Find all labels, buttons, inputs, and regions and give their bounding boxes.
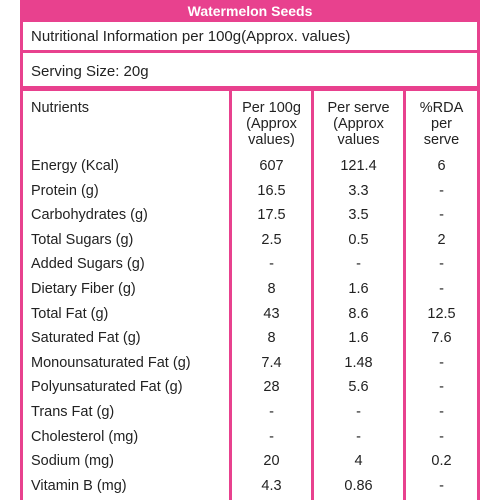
nutrient-name: Energy (Kcal): [31, 158, 119, 174]
header-nutrients: Nutrients: [31, 100, 90, 116]
value-per-serve: 3.3: [348, 182, 369, 199]
value-per-100g: 28: [263, 379, 280, 396]
value-rda: -: [439, 256, 444, 273]
nutrient-name: Trans Fat (g): [31, 404, 115, 420]
table-row: Monounsaturated Fat (g) 7.4 1.48 -: [23, 351, 477, 376]
value-per-100g: 43: [263, 305, 280, 322]
value-rda: -: [439, 182, 444, 199]
value-per-100g: 7.4: [261, 354, 282, 371]
value-per-serve: 0.86: [344, 477, 373, 494]
nutrient-name: Protein (g): [31, 182, 99, 199]
table-title: Watermelon Seeds: [20, 0, 480, 22]
nutrient-name: Cholesterol (mg): [31, 428, 139, 445]
value-rda: 12.5: [427, 305, 456, 322]
table-row: Vitamin B (mg) 4.3 0.86 -: [23, 474, 477, 499]
value-per-100g: 16.5: [257, 182, 286, 199]
nutrient-name: Carbohydrates (g): [31, 207, 148, 224]
value-rda: 2: [437, 231, 446, 248]
value-per-100g: -: [269, 428, 274, 445]
header-line: (Approx: [333, 116, 384, 132]
nutrient-name: Polyunsaturated Fat (g): [31, 379, 183, 396]
value-rda: -: [439, 379, 444, 396]
column-divider: [311, 88, 314, 500]
nutrient-name: Monounsaturated Fat (g): [31, 354, 191, 371]
value-per-serve: -: [356, 404, 361, 420]
value-per-serve: 121.4: [340, 158, 377, 174]
table-row: Added Sugars (g) - - -: [23, 252, 477, 277]
value-per-100g: 607: [259, 158, 284, 174]
value-per-100g: 8: [267, 330, 276, 347]
value-per-serve: 5.6: [348, 379, 369, 396]
value-per-100g: 8: [267, 281, 276, 297]
header-rda: %RDA per serve: [406, 100, 477, 148]
table-row: Saturated Fat (g) 8 1.6 7.6: [23, 326, 477, 351]
value-rda: -: [439, 477, 444, 494]
header-line: values): [248, 132, 295, 148]
nutrition-subtitle: Nutritional Information per 100g(Approx.…: [31, 28, 351, 45]
table-row: Dietary Fiber (g) 8 1.6 -: [23, 277, 477, 302]
table-row: Carbohydrates (g) 17.5 3.5 -: [23, 203, 477, 228]
value-per-100g: -: [269, 256, 274, 273]
table-frame: [20, 0, 480, 500]
value-per-serve: 8.6: [348, 305, 369, 322]
table-row: Sodium (mg) 20 4 0.2: [23, 449, 477, 474]
nutrient-name: Vitamin B (mg): [31, 477, 127, 494]
nutrient-name: Total Fat (g): [31, 305, 109, 322]
header-divider-line: [20, 86, 480, 91]
value-per-serve: 1.6: [348, 330, 369, 347]
serving-size: Serving Size: 20g: [31, 63, 149, 80]
value-rda: 7.6: [431, 330, 452, 347]
value-rda: -: [439, 404, 444, 420]
table-row: Trans Fat (g) - - -: [23, 400, 477, 425]
value-per-serve: -: [356, 428, 361, 445]
table-row: Protein (g) 16.5 3.3 -: [23, 179, 477, 204]
header-line: (Approx: [246, 116, 297, 132]
table-row: Polyunsaturated Fat (g) 28 5.6 -: [23, 375, 477, 400]
header-per-serve: Per serve (Approx values: [314, 100, 403, 148]
nutrient-name: Total Sugars (g): [31, 231, 134, 248]
value-per-100g: 20: [263, 453, 280, 470]
value-rda: -: [439, 428, 444, 445]
value-rda: -: [439, 354, 444, 371]
header-line: serve: [423, 132, 460, 148]
value-per-100g: -: [269, 404, 274, 420]
column-divider: [229, 88, 232, 500]
nutrient-name: Saturated Fat (g): [31, 330, 141, 347]
nutrient-name: Sodium (mg): [31, 453, 114, 470]
value-rda: -: [439, 207, 444, 224]
value-per-100g: 4.3: [261, 477, 282, 494]
table-row: Total Sugars (g) 2.5 0.5 2: [23, 228, 477, 253]
value-rda: 6: [437, 158, 446, 174]
header-line: values: [337, 132, 380, 148]
table-row: Total Fat (g) 43 8.6 12.5: [23, 302, 477, 327]
divider-line: [20, 50, 480, 53]
nutrient-name: Added Sugars (g): [31, 256, 145, 273]
value-per-serve: 3.5: [348, 207, 369, 224]
header-line: Per serve: [327, 100, 390, 116]
table-row: Energy (Kcal) 607 121.4 6: [23, 154, 477, 179]
header-per-100g: Per 100g (Approx values): [232, 100, 311, 148]
header-line: %RDA: [419, 100, 464, 116]
table-row: Cholesterol (mg) - - -: [23, 425, 477, 450]
nutrient-name: Dietary Fiber (g): [31, 281, 136, 297]
value-per-serve: -: [356, 256, 361, 273]
column-divider: [403, 88, 406, 500]
value-per-serve: 0.5: [348, 231, 369, 248]
header-line: per: [431, 116, 452, 132]
value-per-100g: 17.5: [257, 207, 286, 224]
value-rda: -: [439, 281, 444, 297]
header-line: Per 100g: [242, 100, 301, 116]
value-per-serve: 1.6: [348, 281, 369, 297]
value-per-100g: 2.5: [261, 231, 282, 248]
value-rda: 0.2: [431, 453, 452, 470]
value-per-serve: 4: [354, 453, 363, 470]
value-per-serve: 1.48: [344, 354, 373, 371]
